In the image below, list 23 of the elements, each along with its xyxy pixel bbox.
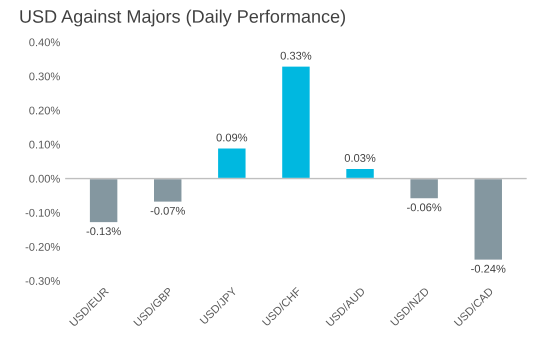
data-label: 0.03%	[344, 154, 376, 162]
bar	[88, 178, 119, 224]
data-label: -0.06%	[407, 203, 442, 212]
y-tick-label: 0.00%	[29, 174, 60, 183]
data-label: 0.09%	[216, 134, 248, 142]
bar	[280, 65, 312, 180]
y-tick-label: -0.30%	[26, 277, 60, 285]
bar	[344, 168, 376, 180]
bar	[216, 147, 247, 180]
bar	[409, 178, 440, 200]
bar	[473, 178, 504, 262]
data-label: 0.33%	[280, 52, 312, 60]
y-tick-label: 0.10%	[29, 140, 60, 149]
y-tick-label: 0.30%	[29, 72, 60, 80]
y-tick-label: 0.20%	[29, 106, 60, 114]
y-tick-label: -0.10%	[26, 208, 60, 217]
y-tick-label: -0.20%	[26, 242, 60, 251]
y-tick-label: 0.40%	[29, 38, 60, 46]
data-label: -0.13%	[86, 227, 121, 236]
chart-title: USD Against Majors (Daily Performance)	[20, 10, 345, 26]
data-label: -0.24%	[471, 264, 506, 273]
bar	[152, 178, 183, 204]
data-label: -0.07%	[150, 206, 185, 215]
